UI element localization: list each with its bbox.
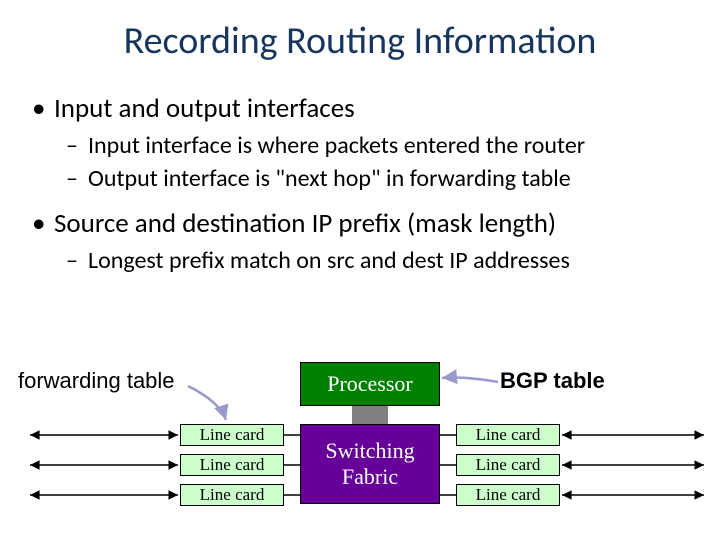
- bullet-1a: Input interface is where packets entered…: [30, 131, 690, 160]
- diagram-arrows: [0, 356, 720, 540]
- bullet-1b: Output interface is "next hop" in forwar…: [30, 164, 690, 193]
- bullet-2: Source and destination IP prefix (mask l…: [30, 207, 690, 240]
- bullet-list: Input and output interfaces Input interf…: [0, 64, 720, 275]
- page-title: Recording Routing Information: [0, 0, 720, 64]
- router-diagram: forwarding table BGP table Processor Swi…: [0, 356, 720, 540]
- bullet-2a: Longest prefix match on src and dest IP …: [30, 246, 690, 275]
- bullet-1: Input and output interfaces: [30, 92, 690, 125]
